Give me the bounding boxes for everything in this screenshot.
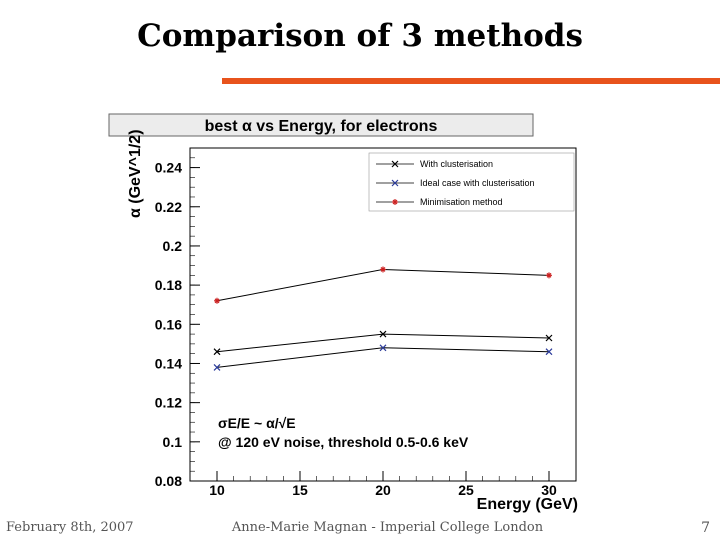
series-line bbox=[213, 330, 553, 356]
data-point bbox=[214, 297, 220, 304]
series-path bbox=[216, 347, 550, 368]
chart-title: best α vs Energy, for electrons bbox=[205, 118, 438, 135]
data-point bbox=[391, 179, 399, 187]
title-accent-bar bbox=[222, 78, 720, 84]
slide-title: Comparison of 3 methods bbox=[137, 18, 583, 54]
y-tick-label: 0.24 bbox=[155, 160, 182, 176]
data-point bbox=[379, 330, 387, 338]
legend-item: Minimisation method bbox=[376, 197, 503, 207]
legend-item: Ideal case with clusterisation bbox=[376, 178, 535, 188]
data-point bbox=[546, 272, 552, 279]
y-tick-label: 0.12 bbox=[155, 395, 182, 411]
legend-label: Minimisation method bbox=[420, 197, 503, 207]
y-axis: 0.08 0.1 0.12 0.14 0.16 0.18 0.2 0.22 0.24 bbox=[155, 147, 200, 489]
data-point bbox=[213, 348, 221, 356]
data-point bbox=[380, 266, 386, 273]
x-axis: 10 15 20 25 30 bbox=[209, 471, 557, 498]
y-tick-label: 0.18 bbox=[155, 277, 182, 293]
x-tick-label: 30 bbox=[541, 482, 557, 498]
series-path bbox=[216, 333, 550, 353]
series-line bbox=[214, 266, 552, 304]
data-point bbox=[392, 199, 398, 205]
footer-author: Anne-Marie Magnan - Imperial College Lon… bbox=[231, 520, 544, 535]
y-tick-label: 0.1 bbox=[163, 434, 183, 450]
series-layer bbox=[213, 266, 553, 371]
legend-label: Ideal case with clusterisation bbox=[420, 178, 535, 188]
data-point bbox=[391, 160, 399, 168]
y-tick-label: 0.22 bbox=[155, 199, 182, 215]
x-tick-label: 25 bbox=[458, 482, 474, 498]
data-point bbox=[545, 348, 553, 356]
x-axis-label: Energy (GeV) bbox=[477, 496, 578, 513]
legend-item: With clusterisation bbox=[376, 159, 493, 169]
y-tick-label: 0.08 bbox=[155, 473, 182, 489]
legend bbox=[368, 152, 575, 212]
series-path bbox=[216, 268, 550, 302]
page-number: 7 bbox=[701, 520, 710, 536]
series-line bbox=[213, 344, 553, 371]
x-tick-label: 20 bbox=[375, 482, 391, 498]
annotation-formula: σE/E ~ α/√E bbox=[218, 415, 296, 431]
chart-title-box bbox=[108, 113, 534, 137]
y-axis-label: α (GeV^1/2) bbox=[127, 129, 144, 218]
y-tick-label: 0.2 bbox=[163, 238, 183, 254]
x-tick-label: 15 bbox=[292, 482, 308, 498]
annotation-conditions: @ 120 eV noise, threshold 0.5-0.6 keV bbox=[218, 434, 469, 450]
x-tick-label: 10 bbox=[209, 482, 225, 498]
y-tick-label: 0.16 bbox=[155, 316, 182, 332]
data-point bbox=[379, 344, 387, 352]
legend-label: With clusterisation bbox=[420, 159, 493, 169]
y-tick-label: 0.14 bbox=[155, 355, 182, 371]
footer-date: February 8th, 2007 bbox=[6, 520, 134, 535]
legend-items: With clusterisation Ideal case with clust… bbox=[376, 159, 535, 207]
data-point bbox=[545, 334, 553, 342]
data-point bbox=[213, 363, 221, 371]
